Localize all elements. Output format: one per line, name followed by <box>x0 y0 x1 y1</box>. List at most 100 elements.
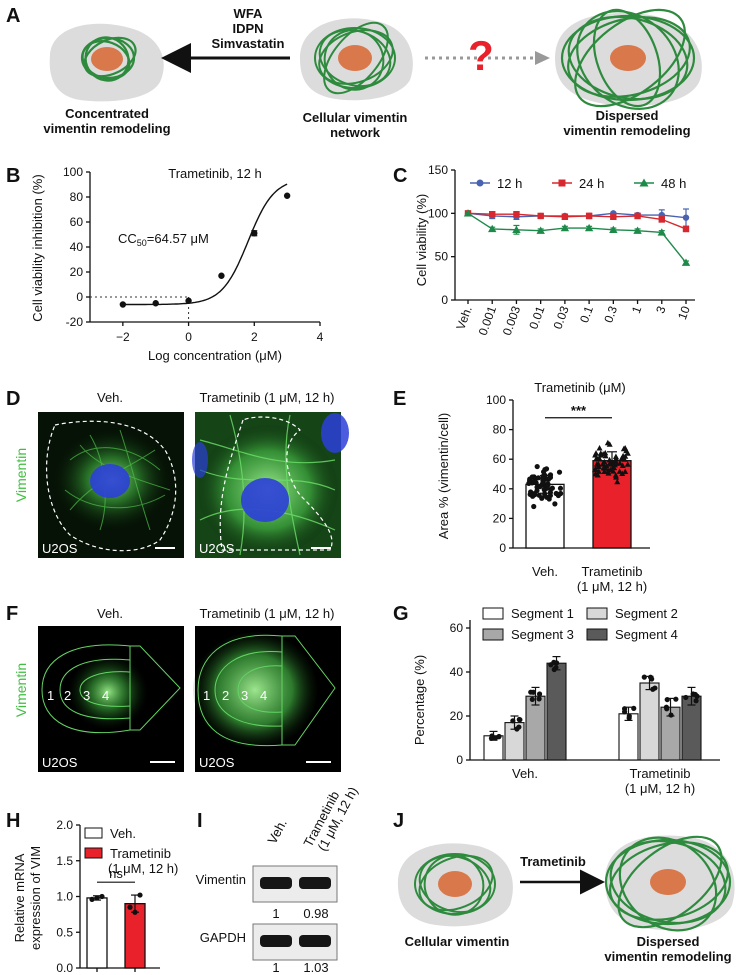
panel-label-j: J <box>393 810 404 832</box>
x-tick-label: 0.3 <box>601 304 620 325</box>
data-point <box>592 450 599 456</box>
y-tick-label: 50 <box>435 250 449 264</box>
data-point <box>99 893 105 900</box>
data-point <box>624 450 631 456</box>
f-col-veh: Veh. <box>97 606 123 621</box>
bar <box>86 897 108 969</box>
legend-label: Segment 4 <box>615 627 678 642</box>
chart-b-annotation: CC50=64.57 μM <box>118 231 209 248</box>
data-point <box>626 713 632 719</box>
data-point <box>535 475 541 481</box>
data-point <box>561 213 569 220</box>
data-point <box>639 178 649 187</box>
segment-1: 1 <box>203 688 210 703</box>
drug-wfa: WFA <box>234 6 263 21</box>
y-tick-label: 60 <box>70 215 84 229</box>
data-point <box>283 192 291 199</box>
data-point <box>600 450 607 457</box>
bar <box>546 662 567 761</box>
data-point <box>557 485 564 491</box>
data-point <box>513 211 520 218</box>
panel-c-chart: Trametinib (μM) Cell viability (%) 05010… <box>414 163 695 395</box>
nucleus-dapi <box>241 478 289 522</box>
chart-b-ylabel: Cell viability inhibition (%) <box>30 174 45 321</box>
vimentin-fibers-network <box>414 853 496 916</box>
data-point <box>547 474 553 481</box>
x-tick-sublabel: (1 μM, 12 h) <box>625 781 695 796</box>
x-tick-label: 4 <box>317 330 324 344</box>
y-tick-label: 0 <box>499 541 506 555</box>
data-point <box>631 705 637 711</box>
d-stain-label: Vimentin <box>13 448 29 502</box>
data-point <box>549 485 555 491</box>
segment-2: 2 <box>64 688 71 703</box>
data-point <box>528 689 534 695</box>
y-tick-label: 0 <box>76 290 83 304</box>
data-point <box>529 696 535 702</box>
blot-value: 0.98 <box>303 906 328 921</box>
data-point <box>613 474 620 480</box>
arrow-head-gray <box>535 51 550 65</box>
panel-label-b: B <box>6 165 20 187</box>
y-tick-label: 40 <box>70 240 84 254</box>
pattern-outline <box>41 644 181 734</box>
data-point <box>652 685 658 691</box>
drug-idpn: IDPN <box>232 21 263 36</box>
data-point <box>592 466 599 472</box>
x-tick-sublabel: (1 μM, 12 h) <box>577 579 647 594</box>
d-cell-line-tram: U2OS <box>199 541 235 556</box>
f-cell-line: U2OS <box>42 755 78 770</box>
segment-3: 3 <box>241 688 248 703</box>
data-point <box>558 179 566 187</box>
data-point <box>496 733 502 740</box>
nucleus-dapi <box>321 413 349 453</box>
legend-label: 12 h <box>497 176 522 191</box>
band <box>260 877 292 889</box>
x-tick-label: Veh. <box>453 304 474 331</box>
data-point <box>512 225 521 233</box>
caption-concentrated-2: vimentin remodeling <box>43 121 170 136</box>
y-tick-label: 100 <box>486 393 506 407</box>
data-point <box>612 453 619 459</box>
x-tick-label: 0.003 <box>500 304 524 337</box>
data-point <box>619 462 626 468</box>
data-point <box>516 716 522 723</box>
legend-swatch <box>84 827 103 839</box>
data-point <box>119 301 127 308</box>
panel-i-blot: Veh. Trametinib (1 μM, 12 h) Vimentin 1 … <box>196 784 361 975</box>
data-point <box>622 453 629 459</box>
data-point <box>596 455 603 462</box>
legend-swatch <box>482 607 504 620</box>
legend-label: Segment 2 <box>615 606 678 621</box>
data-point <box>683 694 689 701</box>
legend-label: (1 μM, 12 h) <box>108 861 178 876</box>
panel-label-f: F <box>6 603 18 625</box>
lane-veh: Veh. <box>264 816 289 846</box>
data-point <box>664 696 670 703</box>
blot-value: 1.03 <box>303 960 328 975</box>
data-point <box>584 223 594 232</box>
arrow-label-trametinib: Trametinib <box>520 854 586 869</box>
data-point <box>552 501 558 507</box>
caption-network-1: Cellular vimentin <box>303 110 408 125</box>
x-tick-label: Trametinib <box>582 564 643 579</box>
d-cell-line: U2OS <box>42 541 78 556</box>
y-tick-label: 2.0 <box>56 818 73 832</box>
data-point <box>536 226 545 234</box>
data-point <box>682 225 690 233</box>
caption-network-2: network <box>330 125 381 140</box>
y-tick-label: 80 <box>493 423 507 437</box>
cell-outline <box>219 416 333 551</box>
data-point <box>620 445 627 452</box>
blot-row-gapdh: GAPDH <box>200 930 246 945</box>
nucleus <box>650 869 686 895</box>
nucleus <box>610 45 646 71</box>
y-tick-label: 0 <box>456 753 463 767</box>
y-tick-label: 20 <box>493 511 507 525</box>
band <box>260 935 292 947</box>
panel-label-e: E <box>393 388 406 410</box>
x-tick-label: 1 <box>629 304 645 315</box>
panel-d-micrographs: Veh. Trametinib (1 μM, 12 h) Vimentin U2… <box>13 390 349 558</box>
data-point <box>604 468 611 474</box>
significance-label: ns <box>109 866 123 881</box>
